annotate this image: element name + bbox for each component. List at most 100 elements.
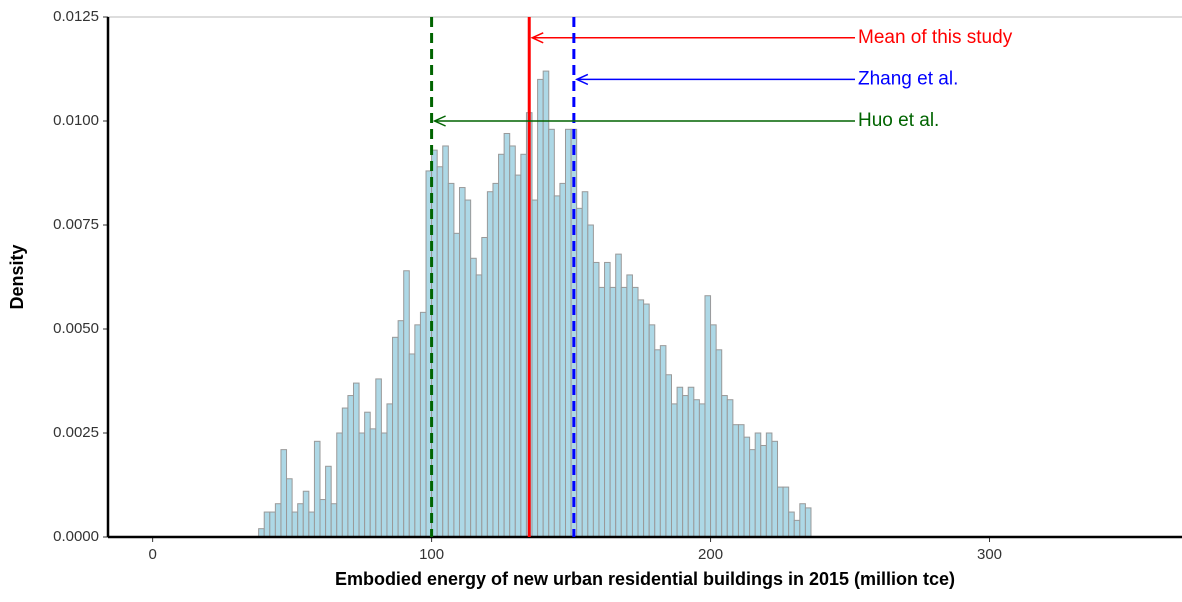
- histogram-bar: [352, 382, 360, 538]
- histogram-bar: [726, 399, 734, 538]
- histogram-bar: [475, 274, 483, 538]
- histogram-bar: [754, 432, 762, 538]
- histogram-bar: [604, 261, 611, 538]
- histogram-bar: [771, 440, 779, 538]
- histogram-bar: [665, 374, 673, 538]
- histogram-bar: [671, 403, 678, 538]
- x-tick-label: 300: [977, 546, 1002, 563]
- histogram-bar: [464, 199, 472, 538]
- histogram-bar: [721, 395, 728, 538]
- histogram-bar: [263, 511, 271, 538]
- histogram-bar: [659, 345, 667, 538]
- histogram-bar: [548, 128, 555, 538]
- histogram-bar: [486, 191, 494, 538]
- histogram-bar: [308, 511, 315, 538]
- histogram-bar: [576, 207, 583, 538]
- histogram-bar: [553, 195, 561, 538]
- histogram-bar: [643, 303, 650, 538]
- histogram-bar: [732, 424, 739, 538]
- histogram-bar: [364, 411, 371, 538]
- y-tick-label: 0.0075: [53, 216, 99, 233]
- histogram-bar: [581, 191, 589, 538]
- histogram-bar: [531, 199, 539, 538]
- histogram-bar: [587, 224, 594, 538]
- histogram-bar: [615, 253, 622, 538]
- histogram-bar: [793, 519, 801, 538]
- histogram-bar: [414, 324, 421, 538]
- histogram-bar: [788, 511, 795, 538]
- histogram-bar: [341, 407, 349, 538]
- histogram-bar: [458, 187, 466, 538]
- histogram-bar: [274, 503, 282, 538]
- histogram-bar: [442, 145, 449, 538]
- histogram-bar: [325, 465, 332, 538]
- x-tick-label: 0: [148, 546, 156, 563]
- histogram-bar: [626, 274, 633, 538]
- histogram-bar: [386, 403, 394, 538]
- histogram-bar: [470, 257, 477, 538]
- annotation-label: Huo et al.: [858, 110, 939, 131]
- y-tick-label: 0.0050: [53, 320, 99, 337]
- x-axis-title: Embodied energy of new urban residential…: [335, 569, 955, 589]
- y-tick-label: 0.0100: [53, 112, 99, 129]
- histogram-bar: [564, 128, 572, 538]
- histogram-bar: [676, 386, 684, 538]
- x-tick-label: 100: [419, 546, 444, 563]
- histogram-bar: [542, 70, 550, 538]
- histogram-bar: [799, 503, 806, 538]
- histogram-bar: [760, 444, 767, 538]
- histogram-bar: [710, 324, 717, 538]
- histogram-bar: [297, 503, 304, 538]
- histogram-bar: [782, 486, 790, 538]
- histogram-bar: [447, 182, 455, 538]
- annotation-label: Mean of this study: [858, 27, 1013, 48]
- histogram-bar: [492, 182, 500, 538]
- histogram-bar: [380, 432, 388, 538]
- arrow-head: [575, 73, 589, 86]
- histogram-bar: [654, 349, 661, 538]
- histogram-bar: [336, 432, 343, 538]
- histogram-bar: [302, 490, 310, 538]
- histogram-bar: [693, 399, 700, 538]
- histogram-bar: [436, 166, 444, 538]
- histogram-bar: [682, 395, 689, 538]
- histogram-bar: [358, 432, 366, 538]
- histogram-bar: [481, 236, 488, 538]
- histogram-bar: [347, 395, 354, 538]
- histogram-bar: [592, 261, 600, 538]
- histogram-bar: [620, 286, 628, 538]
- histogram-bar: [514, 174, 522, 538]
- annotation-label: Zhang et al.: [858, 68, 958, 89]
- histogram-bar: [503, 132, 511, 538]
- y-tick-label: 0.0125: [53, 8, 99, 25]
- histogram-bar: [286, 478, 293, 538]
- histogram-bar: [715, 349, 723, 538]
- histogram-bar: [520, 153, 527, 538]
- histogram-bar: [369, 428, 377, 538]
- histogram-bar: [698, 403, 706, 538]
- histogram-bar: [419, 311, 427, 538]
- histogram-bar: [537, 78, 544, 538]
- histogram-bar: [631, 286, 639, 538]
- histogram-bar: [498, 153, 505, 538]
- histogram-bar: [408, 353, 416, 538]
- histogram-bar: [609, 286, 617, 538]
- y-tick-label: 0.0000: [53, 528, 99, 545]
- y-axis-title: Density: [7, 244, 27, 309]
- histogram-bar: [280, 449, 288, 538]
- histogram-bar: [509, 145, 516, 538]
- histogram-bar: [319, 499, 327, 538]
- y-tick-label: 0.0025: [53, 424, 99, 441]
- histogram-bar: [749, 449, 756, 538]
- x-tick-label: 200: [698, 546, 723, 563]
- arrow-head: [530, 32, 544, 44]
- histogram-bar: [291, 511, 299, 538]
- histogram-bar: [804, 507, 812, 538]
- arrow-head: [432, 115, 446, 127]
- histogram-bar: [737, 424, 745, 538]
- histogram-bar: [330, 503, 338, 538]
- histogram-bar: [313, 440, 321, 538]
- histogram-bar: [765, 432, 773, 538]
- histogram-bar: [403, 270, 410, 538]
